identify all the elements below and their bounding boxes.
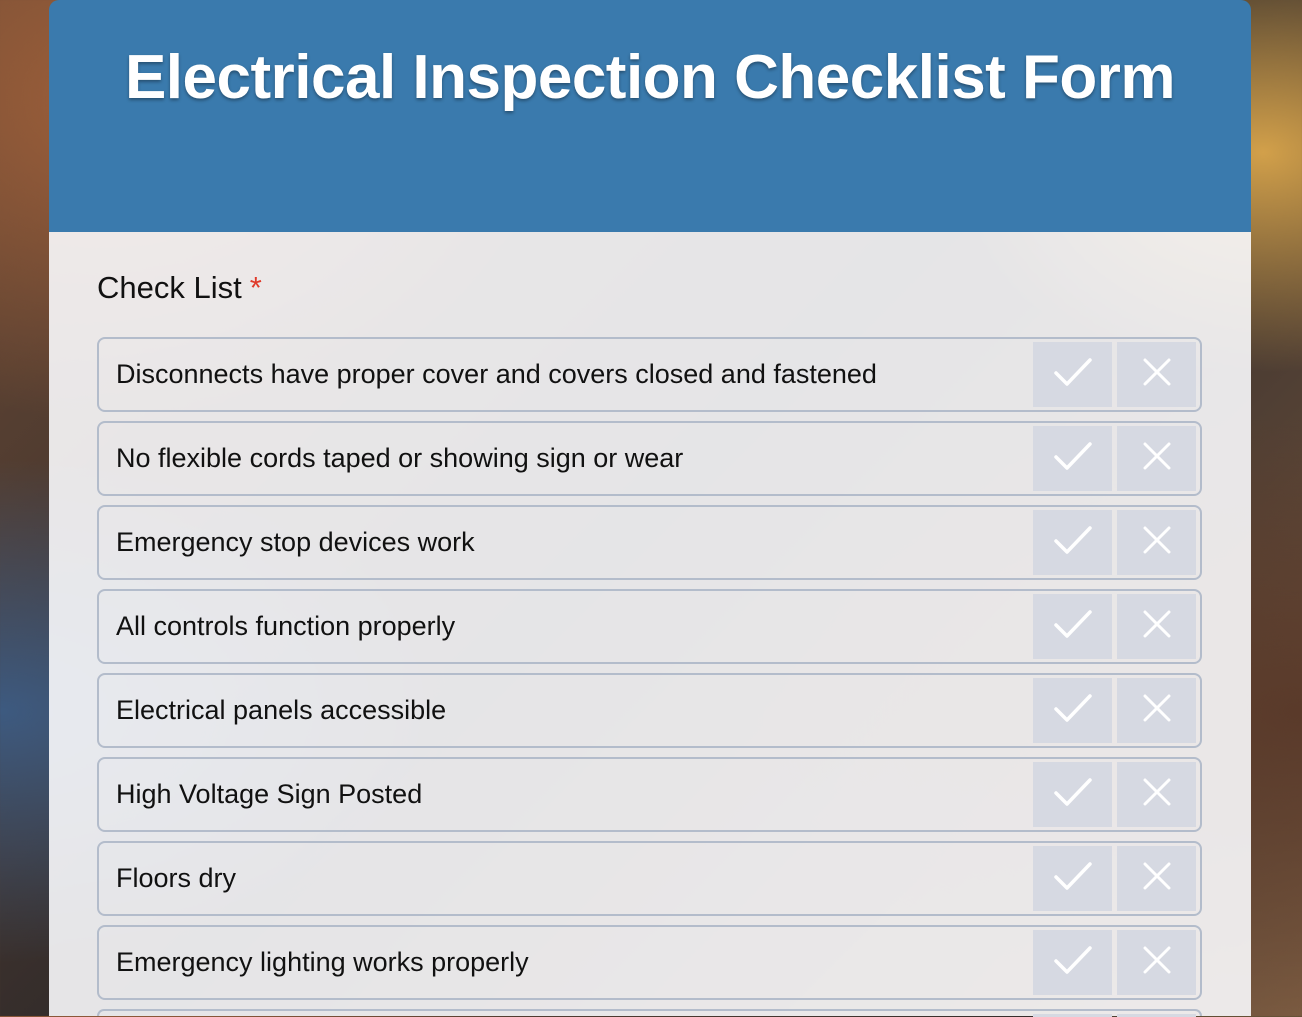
checklist-item-text: Disconnects have proper cover and covers… [116,359,877,389]
check-icon [1053,609,1093,644]
form-header: Electrical Inspection Checklist Form [49,0,1251,232]
yes-button[interactable] [1033,594,1112,659]
checklist-item: All controls function properly [97,589,1202,664]
x-icon [1142,777,1172,812]
form-body: Check List * Disconnects have proper cove… [49,232,1251,1017]
no-button[interactable] [1117,846,1196,911]
required-mark: * [249,270,262,305]
checklist-item: Emergency stop devices work [97,505,1202,580]
x-icon [1142,945,1172,980]
checklist-item: Disconnects have proper cover and covers… [97,337,1202,412]
yes-button[interactable] [1033,678,1112,743]
checklist-item: Electrical panels accessible [97,673,1202,748]
check-icon [1053,357,1093,392]
yes-button[interactable] [1033,426,1112,491]
form-title: Electrical Inspection Checklist Form [124,43,1176,112]
checklist-item: High Voltage Sign Posted [97,757,1202,832]
checklist-label-text: Check List [97,270,242,305]
checklist-item-text: Emergency lighting works properly [116,947,529,977]
checklist-item-text: Electrical panels accessible [116,695,447,725]
checklist-item: No flexible cords taped or showing sign … [97,421,1202,496]
check-icon [1053,861,1093,896]
checklist-item-text: Floors dry [116,863,237,893]
check-icon [1053,441,1093,476]
no-button[interactable] [1117,762,1196,827]
yes-button[interactable] [1033,930,1112,995]
x-icon [1142,609,1172,644]
checklist-item [97,1009,1202,1017]
checklist-item-text: All controls function properly [116,611,456,641]
checklist-item: Emergency lighting works properly [97,925,1202,1000]
checklist-item-text: No flexible cords taped or showing sign … [116,443,684,473]
x-icon [1142,525,1172,560]
yes-button[interactable] [1033,762,1112,827]
checklist-item-text: Emergency stop devices work [116,527,475,557]
check-icon [1053,525,1093,560]
x-icon [1142,693,1172,728]
yes-button[interactable] [1033,846,1112,911]
checklist-label: Check List * [97,270,262,306]
no-button[interactable] [1117,342,1196,407]
no-button[interactable] [1117,594,1196,659]
check-icon [1053,693,1093,728]
check-icon [1053,945,1093,980]
no-button[interactable] [1117,678,1196,743]
x-icon [1142,861,1172,896]
check-icon [1053,777,1093,812]
form-card: Electrical Inspection Checklist Form Che… [49,0,1251,1017]
checklist-item: Floors dry [97,841,1202,916]
no-button[interactable] [1117,426,1196,491]
yes-button[interactable] [1033,342,1112,407]
x-icon [1142,357,1172,392]
checklist-item-text: High Voltage Sign Posted [116,779,423,809]
no-button[interactable] [1117,930,1196,995]
yes-button[interactable] [1033,510,1112,575]
x-icon [1142,441,1172,476]
no-button[interactable] [1117,510,1196,575]
